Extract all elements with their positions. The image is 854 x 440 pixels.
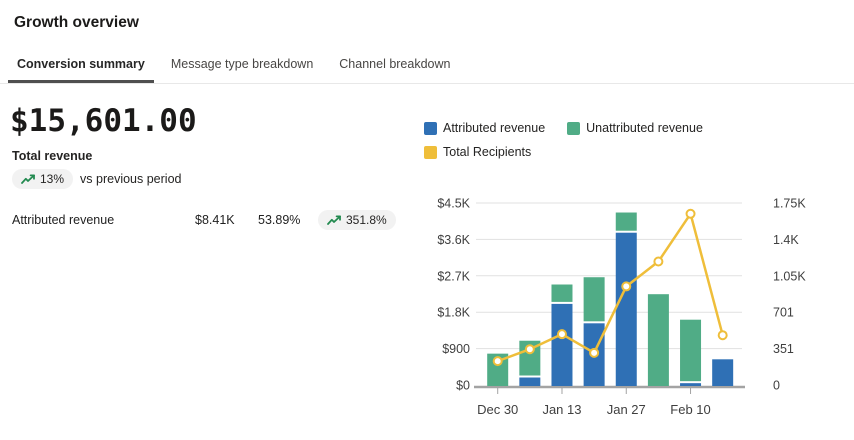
- metric-row-value: $8.41K: [195, 213, 235, 227]
- legend-swatch-green: [567, 121, 581, 135]
- delta-context-label: vs previous period: [80, 172, 182, 186]
- bar-unattributed-revenue[interactable]: [647, 294, 669, 386]
- axis-tick-label: 1.75K: [773, 197, 806, 211]
- axis-tick-label: Feb 10: [670, 402, 710, 417]
- axis-tick-label: 1.4K: [773, 233, 799, 247]
- axis-tick-label: Jan 13: [542, 402, 581, 417]
- legend-item-unattributed-revenue[interactable]: Unattributed revenue: [567, 121, 703, 135]
- bar-attributed-revenue[interactable]: [615, 232, 637, 386]
- bar-attributed-revenue[interactable]: [680, 383, 702, 386]
- total-recipients-line: [496, 212, 724, 363]
- bar-unattributed-revenue[interactable]: [680, 319, 702, 382]
- legend-item-attributed-revenue[interactable]: Attributed revenue: [424, 121, 545, 135]
- metric-row-label: Attributed revenue: [12, 213, 115, 227]
- line-marker[interactable]: [717, 330, 728, 341]
- total-delta-value: 13%: [40, 172, 65, 186]
- trend-up-icon: [21, 174, 35, 184]
- axis-tick-label: $4.5K: [437, 197, 470, 211]
- metrics-panel: $15,601.00 Total revenue 13% vs previous…: [10, 103, 414, 230]
- legend-label: Attributed revenue: [443, 121, 546, 135]
- axis-tick-label: 701: [773, 306, 794, 320]
- axis-tick-label: 1.05K: [773, 269, 806, 283]
- axis-tick-label: $0: [456, 379, 470, 393]
- bar-unattributed-revenue[interactable]: [519, 340, 541, 376]
- axis-tick-label: $1.8K: [437, 306, 470, 320]
- trend-up-icon: [327, 215, 341, 225]
- line-marker[interactable]: [685, 208, 696, 219]
- tab-conversion-summary[interactable]: Conversion summary: [8, 48, 154, 83]
- total-delta-row: 13% vs previous period: [12, 169, 414, 189]
- line-marker[interactable]: [492, 356, 503, 367]
- line-marker[interactable]: [524, 344, 535, 355]
- chart-legend: Attributed revenue Unattributed revenue …: [424, 121, 760, 159]
- attributed-revenue-row[interactable]: Attributed revenue $8.41K 53.89% 351.8%: [12, 210, 414, 230]
- total-delta-badge: 13%: [12, 169, 74, 189]
- line-marker[interactable]: [621, 281, 632, 292]
- axis-tick-label: $3.6K: [437, 233, 470, 247]
- axis-tick-label: Jan 27: [607, 402, 646, 417]
- legend-swatch-yellow: [424, 145, 437, 159]
- axis-tick-label: 351: [773, 342, 794, 356]
- legend-item-total-recipients[interactable]: Total Recipients: [424, 145, 531, 159]
- bar-attributed-revenue[interactable]: [551, 303, 573, 386]
- bar-unattributed-revenue[interactable]: [583, 277, 605, 322]
- line-marker[interactable]: [653, 256, 664, 267]
- bar-attributed-revenue[interactable]: [712, 359, 734, 386]
- axis-tick-label: Dec 30: [477, 402, 518, 417]
- tab-channel-breakdown[interactable]: Channel breakdown: [339, 57, 451, 71]
- total-revenue-value: $15,601.00: [10, 103, 197, 139]
- bar-unattributed-revenue[interactable]: [487, 353, 509, 386]
- line-marker[interactable]: [589, 347, 600, 358]
- metric-row-delta-value: 351.8%: [346, 213, 387, 227]
- bar-unattributed-revenue[interactable]: [551, 284, 573, 302]
- legend-label: Unattributed revenue: [586, 121, 703, 135]
- axis-tick-label: $2.7K: [437, 269, 470, 283]
- bar-attributed-revenue[interactable]: [519, 377, 541, 386]
- tab-bar: Conversion summary Message type breakdow…: [0, 48, 854, 84]
- tab-message-type-breakdown[interactable]: Message type breakdown: [170, 57, 314, 71]
- metric-row-delta-badge: 351.8%: [318, 210, 396, 230]
- axis-tick-label: 0: [773, 379, 780, 393]
- total-revenue-label: Total revenue: [12, 149, 93, 163]
- page-title: Growth overview: [14, 14, 139, 31]
- bar-unattributed-revenue[interactable]: [615, 212, 637, 231]
- axis-tick-label: $900: [442, 342, 470, 356]
- line-marker[interactable]: [556, 329, 567, 340]
- metric-row-share: 53.89%: [258, 213, 301, 227]
- legend-swatch-blue: [424, 121, 437, 135]
- growth-chart[interactable]: $0 0 $900 351 $1.8K 701 $2.7K 1.05K $3.6K 1.4K $4.…: [420, 178, 854, 440]
- legend-label: Total Recipients: [443, 145, 532, 159]
